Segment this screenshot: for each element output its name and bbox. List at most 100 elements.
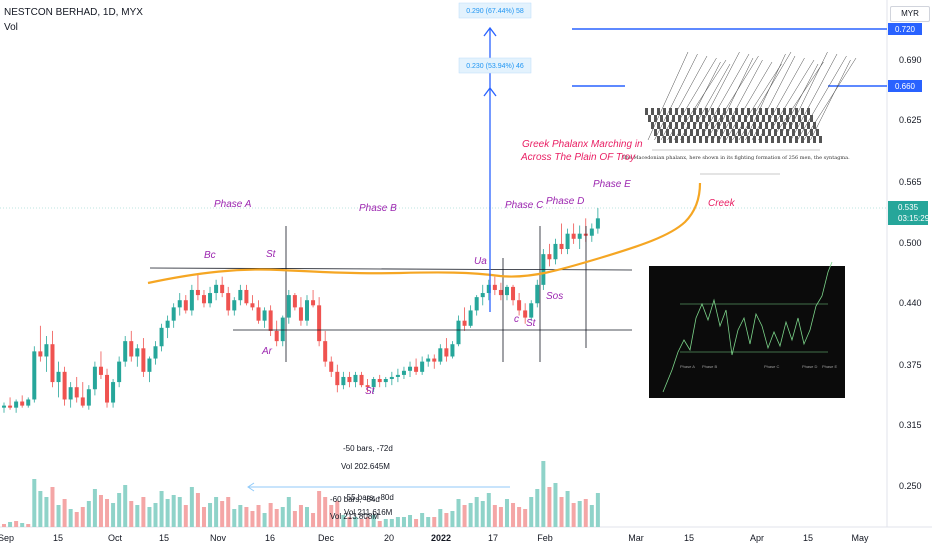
phase-b-label: Phase B [359, 203, 397, 214]
volume-bar [183, 505, 188, 527]
candle-body [256, 307, 261, 321]
phalanx-soldier [807, 108, 810, 115]
price-tick-label: 0.315 [899, 420, 922, 430]
volume-bar [117, 493, 122, 527]
candle-body [377, 379, 382, 383]
phalanx-soldier [771, 136, 774, 143]
candle-body [474, 297, 479, 311]
phalanx-soldier [780, 129, 783, 136]
candle-body [117, 361, 122, 383]
price-axis[interactable]: 0.690 0.625 0.565 0.500 0.440 0.375 0.315 0.250 [899, 55, 922, 491]
phalanx-soldier [669, 108, 672, 115]
phalanx-spear [654, 53, 698, 141]
time-tick-label: 15 [53, 533, 63, 543]
phalanx-soldier [651, 108, 654, 115]
creek-curve [147, 182, 702, 285]
phalanx-soldier [705, 136, 708, 143]
volume-bar [74, 512, 79, 527]
phalanx-soldier [693, 136, 696, 143]
greek-phalanx-text-2: Across The Plain OF Troy [520, 152, 636, 163]
volume-bar [274, 509, 279, 527]
candle-body [414, 366, 419, 372]
price-tick-label: 0.375 [899, 360, 922, 370]
phalanx-soldier [663, 108, 666, 115]
phalanx-soldier [684, 115, 687, 122]
phalanx-soldier [756, 129, 759, 136]
volume-bar [2, 524, 6, 527]
volume-bar [329, 505, 334, 527]
phalanx-soldier [747, 122, 750, 129]
volume-bar [468, 503, 473, 527]
candle-body [232, 300, 237, 311]
candle-body [408, 366, 413, 371]
phalanx-soldier [789, 108, 792, 115]
candle-body [129, 341, 134, 357]
volume-bar [571, 503, 576, 527]
candle-body [335, 371, 340, 386]
inset-phase-a: Phase A [680, 364, 695, 369]
candle-body [195, 289, 200, 296]
phalanx-soldier [774, 115, 777, 122]
phalanx-soldier [801, 136, 804, 143]
volume-bar [129, 501, 134, 527]
volume-bar [462, 505, 467, 527]
candle-body [595, 218, 600, 229]
time-tick-label: 17 [488, 533, 498, 543]
phalanx-soldier [789, 122, 792, 129]
phalanx-soldier [774, 129, 777, 136]
volume-bar [8, 522, 13, 527]
volume-bar [529, 497, 534, 527]
phalanx-soldier [648, 115, 651, 122]
phalanx-soldier [714, 129, 717, 136]
phalanx-soldier [654, 129, 657, 136]
candle-body [462, 320, 467, 326]
phalanx-soldier [795, 108, 798, 115]
phalanx-soldier [747, 136, 750, 143]
phalanx-soldier [801, 108, 804, 115]
volume-bar [232, 509, 237, 527]
phalanx-spear [810, 59, 851, 141]
candle-body [32, 351, 37, 400]
volume-bar [511, 503, 516, 527]
phalanx-soldier [663, 136, 666, 143]
phalanx-soldier [759, 122, 762, 129]
phalanx-soldier [762, 129, 765, 136]
candle-body [371, 379, 376, 388]
volume-bar [268, 503, 273, 527]
volume-bar [238, 505, 243, 527]
phalanx-soldier [708, 115, 711, 122]
volume-bar [401, 517, 406, 527]
phalanx-soldier [687, 136, 690, 143]
volume-bar [50, 487, 55, 527]
candle-body [80, 397, 85, 406]
volume-bar [317, 491, 322, 527]
volume-bar [547, 487, 552, 527]
phalanx-soldier [807, 122, 810, 129]
phalanx-soldier [726, 115, 729, 122]
price-tag-720: 0.720 [888, 23, 922, 35]
phalanx-soldier [729, 108, 732, 115]
candlesticks [2, 208, 600, 413]
candle-body [565, 233, 570, 250]
candle-body [517, 300, 522, 311]
volume-bar [456, 499, 461, 527]
volume-bar [141, 497, 146, 527]
currency-selector[interactable]: MYR [890, 6, 930, 22]
candle-body [153, 346, 158, 359]
time-tick-label: May [851, 533, 869, 543]
time-axis[interactable]: Sep 15 Oct 15 Nov 16 Dec 20 2022 17 Feb Mar 15 Apr 15 M… [0, 533, 869, 543]
phalanx-soldier [657, 136, 660, 143]
volume-bar [111, 503, 116, 527]
candle-body [426, 358, 431, 362]
candle-body [14, 401, 19, 408]
phalanx-soldier [744, 129, 747, 136]
candle-body [329, 361, 334, 372]
volume-bar [165, 499, 170, 527]
volume-bar [353, 517, 358, 527]
candle-body [395, 374, 400, 377]
volume-bar [323, 497, 328, 527]
volume-bar [359, 519, 364, 527]
target-box-2 [458, 57, 532, 74]
time-tick-label: 15 [803, 533, 813, 543]
